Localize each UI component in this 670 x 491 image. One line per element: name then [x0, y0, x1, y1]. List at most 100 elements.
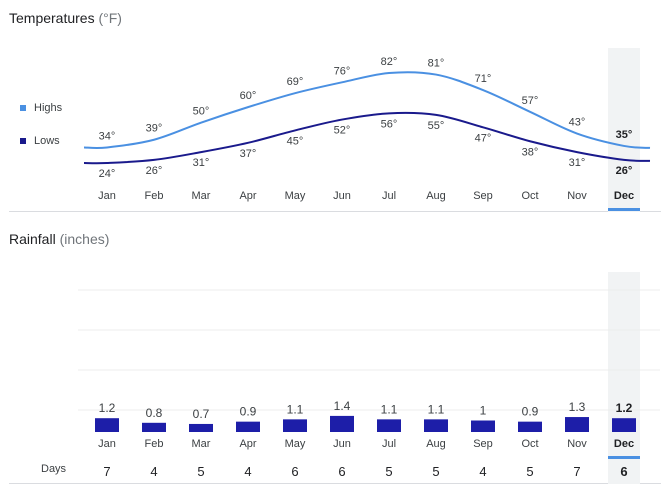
temperature-month-tick-label: Dec [614, 190, 634, 202]
rainfall-bar [424, 419, 448, 432]
selected-month-underline-rain [608, 456, 640, 459]
rainfall-data-label: 0.9 [522, 405, 539, 419]
lows-data-label: 45° [287, 135, 304, 147]
rainfall-data-label: 1.3 [569, 400, 586, 414]
lows-data-label: 38° [522, 146, 539, 158]
days-row-label: Days [41, 463, 67, 475]
rainfall-unit: (inches) [59, 231, 110, 247]
rainfall-month-tick-label: Nov [567, 438, 587, 450]
rain-days-value: 4 [244, 464, 251, 479]
rain-days-value: 6 [291, 464, 298, 479]
legend-lows: Lows [20, 135, 60, 147]
lows-series-line [83, 111, 651, 165]
rainfall-bar [142, 422, 166, 432]
rainfall-bar [518, 421, 542, 432]
lows-data-label: 52° [334, 125, 351, 137]
highs-data-label: 34° [99, 130, 116, 142]
rainfall-data-label: 0.7 [193, 407, 210, 421]
rainfall-month-tick-label: Aug [426, 438, 446, 450]
highs-data-label: 82° [381, 56, 398, 68]
rain-days-value: 5 [385, 464, 392, 479]
rain-days-value: 4 [150, 464, 157, 479]
rainfall-bar [612, 418, 636, 432]
highs-data-label: 71° [475, 73, 492, 85]
rainfall-data-label: 0.9 [240, 405, 257, 419]
temperature-title-text: Temperatures [9, 10, 95, 26]
rain-days-value: 5 [526, 464, 533, 479]
rainfall-month-tick-label: Jul [382, 438, 396, 450]
temperature-month-tick-label: Apr [239, 190, 256, 202]
highs-data-label: 39° [146, 123, 163, 135]
rainfall-bar [283, 419, 307, 432]
rain-days-value: 6 [338, 464, 345, 479]
lows-data-label: 26° [616, 165, 633, 177]
highs-data-label: 81° [428, 58, 445, 70]
rainfall-data-label: 1.1 [381, 402, 398, 416]
highs-data-label: 60° [240, 90, 257, 102]
temperature-chart-title: Temperatures (°F) [9, 10, 122, 26]
rain-days-value: 4 [479, 464, 486, 479]
lows-data-label: 31° [569, 157, 586, 169]
rainfall-month-tick-label: Dec [614, 438, 634, 450]
temperature-month-tick-label: Oct [521, 190, 538, 202]
temperature-unit: (°F) [98, 10, 122, 26]
rainfall-bar [236, 421, 260, 432]
rainfall-bar [330, 415, 354, 432]
rainfall-data-label: 1.1 [428, 402, 445, 416]
rainfall-month-tick-label: Jun [333, 438, 351, 450]
legend-lows-swatch [20, 138, 26, 144]
rainfall-chart-title: Rainfall (inches) [9, 231, 109, 247]
chart-divider [9, 211, 661, 212]
temperature-month-tick-label: Aug [426, 190, 446, 202]
rainfall-data-label: 1.1 [287, 402, 304, 416]
selected-month-highlight-temp [608, 48, 640, 212]
lows-data-label: 24° [99, 168, 116, 180]
rainfall-bar [565, 417, 589, 432]
bottom-divider [9, 483, 661, 484]
rainfall-data-label: 1.2 [99, 401, 116, 415]
rainfall-data-label: 1.4 [334, 399, 351, 413]
rainfall-month-tick-label: Oct [521, 438, 538, 450]
highs-data-label: 43° [569, 117, 586, 129]
highs-series-line [83, 71, 651, 150]
legend-lows-label: Lows [34, 135, 60, 147]
temperature-month-tick-label: Jan [98, 190, 116, 202]
rainfall-month-tick-label: Jan [98, 438, 116, 450]
lows-data-label: 47° [475, 132, 492, 144]
rain-days-value: 5 [432, 464, 439, 479]
selected-month-highlight-rain [608, 272, 640, 484]
rainfall-data-label: 1.2 [616, 401, 633, 415]
temperature-month-tick-label: Mar [192, 190, 211, 202]
rain-days-value: 7 [573, 464, 580, 479]
highs-data-label: 50° [193, 106, 210, 118]
legend-highs-label: Highs [34, 102, 63, 114]
rain-days-value: 7 [103, 464, 110, 479]
legend-highs: Highs [20, 102, 62, 114]
rainfall-month-tick-label: Apr [239, 438, 256, 450]
rain-days-value: 5 [197, 464, 204, 479]
rainfall-month-tick-label: Feb [145, 438, 164, 450]
rainfall-data-label: 1 [480, 404, 487, 418]
highs-data-label: 35° [616, 129, 633, 141]
rainfall-bar [189, 423, 213, 432]
temperature-month-tick-label: Jun [333, 190, 351, 202]
legend-highs-swatch [20, 105, 26, 111]
rain-days-value: 6 [620, 464, 627, 479]
rainfall-month-tick-label: Mar [192, 438, 211, 450]
rainfall-bar [471, 420, 495, 432]
lows-data-label: 56° [381, 118, 398, 130]
temperature-month-tick-label: Jul [382, 190, 396, 202]
lows-data-label: 26° [146, 165, 163, 177]
rainfall-month-tick-label: Sep [473, 438, 493, 450]
temperature-month-tick-label: May [285, 190, 306, 202]
rainfall-bar [95, 418, 119, 432]
highs-data-label: 57° [522, 95, 539, 107]
lows-data-label: 55° [428, 120, 445, 132]
rainfall-month-tick-label: May [285, 438, 306, 450]
temperature-month-tick-label: Nov [567, 190, 587, 202]
rainfall-data-label: 0.8 [146, 406, 163, 420]
rainfall-bar [377, 419, 401, 432]
rainfall-title-text: Rainfall [9, 231, 56, 247]
highs-data-label: 69° [287, 76, 304, 88]
